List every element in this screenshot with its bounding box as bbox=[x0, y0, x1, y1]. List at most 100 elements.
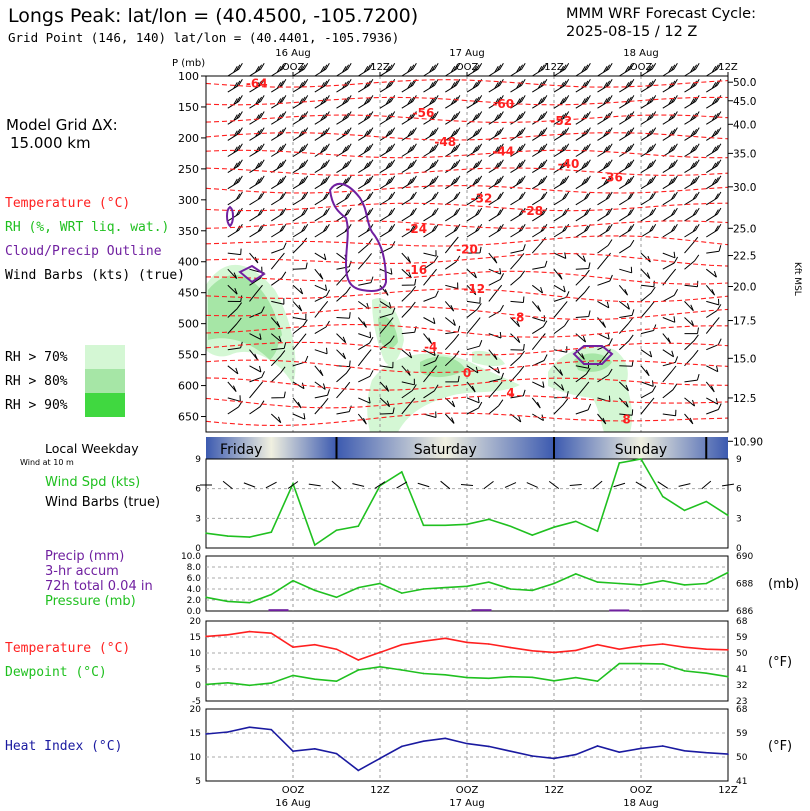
wind-barb bbox=[510, 270, 526, 286]
wind-barb bbox=[684, 317, 695, 327]
cross-section-grid bbox=[292, 76, 642, 432]
wind-barb bbox=[336, 143, 352, 157]
wind-barb bbox=[379, 381, 390, 392]
wind-barb bbox=[597, 413, 607, 425]
dewpoint-line-point bbox=[553, 680, 555, 682]
wind-barb bbox=[227, 191, 243, 206]
wind-barb bbox=[270, 252, 285, 270]
wind-barb bbox=[553, 319, 569, 335]
wind-speed-line-point bbox=[444, 524, 447, 527]
wind-barb bbox=[314, 284, 328, 292]
wind-barb bbox=[640, 111, 657, 125]
y-tick-label: 3 bbox=[195, 514, 201, 524]
wind-barb bbox=[706, 79, 722, 93]
wind-barb bbox=[271, 242, 287, 254]
right-tick-label: 22.5 bbox=[733, 251, 756, 263]
wind-barb bbox=[510, 143, 526, 157]
right-tick-label: 50 bbox=[736, 649, 748, 659]
wind-barb bbox=[336, 286, 351, 302]
temperature-line-point bbox=[379, 651, 381, 654]
wind-speed-line-point bbox=[313, 544, 316, 546]
dewpoint-line-point bbox=[683, 670, 686, 672]
wind-barb bbox=[597, 127, 613, 141]
temperature-contour bbox=[205, 185, 729, 194]
y-tick-label: 10 bbox=[190, 753, 202, 763]
wind-barb bbox=[597, 274, 613, 286]
wind-barb bbox=[510, 175, 526, 190]
wind-barb bbox=[684, 254, 700, 270]
wind-barb bbox=[640, 159, 657, 174]
wind-barb bbox=[684, 62, 700, 77]
wind-barb bbox=[706, 298, 720, 306]
bottom-time-date: 18 Aug bbox=[623, 798, 658, 809]
wind-barb bbox=[575, 285, 590, 302]
wind-barb bbox=[379, 79, 396, 93]
wind-barb bbox=[423, 333, 433, 345]
wind-barb bbox=[466, 297, 481, 304]
wind-barb bbox=[640, 127, 657, 141]
wind-barb bbox=[466, 111, 483, 125]
wind-barb bbox=[292, 111, 309, 125]
wind-barb bbox=[575, 252, 586, 263]
y-tick-label: 650 bbox=[178, 411, 199, 424]
wind-barb bbox=[662, 62, 678, 77]
wind-barb bbox=[488, 127, 504, 141]
wind-barb bbox=[640, 280, 655, 288]
wind-barb bbox=[510, 333, 521, 344]
y-tick-label: 150 bbox=[178, 101, 199, 114]
wind-barb bbox=[292, 333, 307, 351]
temperature-label: -44 bbox=[492, 145, 514, 159]
wind-barb bbox=[292, 284, 304, 295]
surface-wind-barb bbox=[417, 482, 430, 488]
wind-barb bbox=[706, 403, 722, 415]
wind-barb bbox=[401, 159, 417, 174]
wind-barb bbox=[684, 236, 699, 254]
wind-barb bbox=[575, 95, 591, 109]
rh-legend-swatch bbox=[85, 369, 125, 393]
wind-barb bbox=[445, 223, 461, 238]
wind-barb bbox=[227, 295, 243, 302]
model-grid-label: Model Grid ΔX: bbox=[6, 116, 118, 134]
wind-barb bbox=[292, 127, 309, 141]
temperature-contour bbox=[205, 79, 729, 88]
wind-barb bbox=[358, 370, 374, 383]
wind-barb bbox=[510, 296, 525, 303]
y-tick-label: 400 bbox=[178, 256, 199, 269]
wind-barb bbox=[423, 365, 437, 383]
wind-barb bbox=[271, 95, 287, 109]
wind-speed-line-point bbox=[357, 525, 360, 528]
wind-barb bbox=[466, 175, 483, 190]
wind-barb bbox=[488, 111, 504, 125]
wind-barb bbox=[619, 95, 635, 109]
wind-barb bbox=[553, 143, 570, 157]
wind-barb bbox=[488, 273, 505, 286]
wind-barb bbox=[575, 127, 591, 141]
heat-index-line-point bbox=[661, 745, 664, 747]
wind-barb bbox=[271, 127, 287, 141]
model-grid-value: 15.000 km bbox=[10, 134, 91, 152]
pressure-line-point bbox=[509, 588, 512, 590]
temperature-contour bbox=[205, 253, 729, 267]
wind-speed-line-point bbox=[466, 523, 468, 526]
wind-barb bbox=[271, 342, 287, 351]
wind-barb bbox=[662, 333, 672, 345]
wind-barb bbox=[292, 397, 302, 409]
wind-barb bbox=[314, 389, 330, 399]
wind-barb bbox=[227, 62, 243, 77]
heat-index-line-point bbox=[226, 731, 229, 733]
wind-barb bbox=[466, 246, 482, 254]
wind-barb bbox=[292, 313, 307, 321]
surface-wind-barb bbox=[396, 481, 408, 489]
wind-barb bbox=[358, 159, 374, 174]
temperature-line-point bbox=[683, 646, 686, 649]
wind-barb bbox=[510, 253, 525, 270]
wind-barb bbox=[619, 223, 635, 238]
wind-barb bbox=[358, 331, 372, 339]
wind-barb bbox=[423, 62, 439, 77]
wind-barb bbox=[488, 304, 504, 318]
right-tick-label: 17.5 bbox=[733, 316, 756, 328]
wind-barb bbox=[358, 191, 374, 206]
bottom-time-label: 12Z bbox=[544, 785, 564, 796]
wind-barb bbox=[553, 175, 570, 190]
wind-barb bbox=[640, 252, 651, 263]
